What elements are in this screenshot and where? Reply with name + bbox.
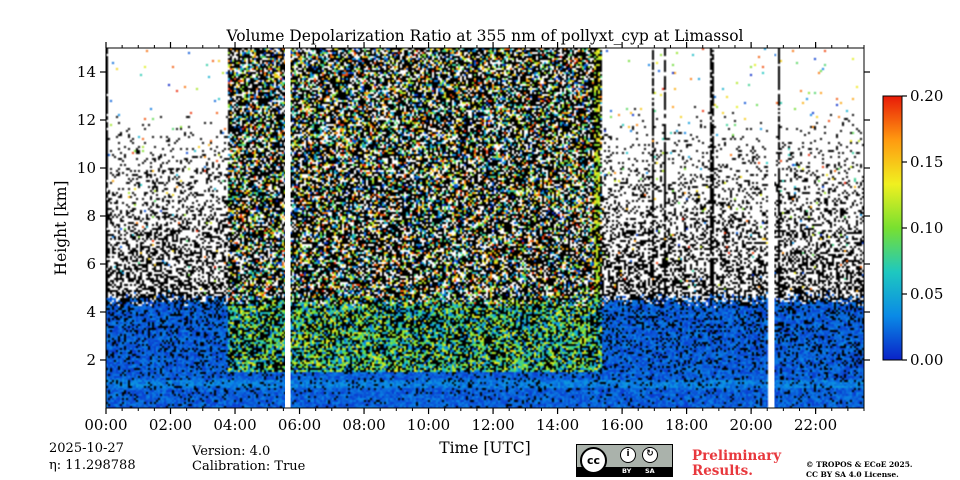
colorbar-tick-label: 0.15 xyxy=(910,153,943,171)
plot-area xyxy=(106,48,864,408)
copyright-line-1: © TROPOS & ECoE 2025. xyxy=(806,460,913,469)
x-tick-label: 12:00 xyxy=(471,416,514,434)
copyright-line-2: CC BY SA 4.0 License. xyxy=(806,470,899,479)
x-tick-label: 02:00 xyxy=(149,416,192,434)
colorbar-gradient xyxy=(882,95,903,361)
x-tick-label: 20:00 xyxy=(729,416,772,434)
colorbar-tick-label: 0.05 xyxy=(910,285,943,303)
y-axis-label: Height [km] xyxy=(52,181,70,276)
x-tick-label: 08:00 xyxy=(342,416,385,434)
x-axis-label: Time [UTC] xyxy=(439,439,530,457)
data-gap-2 xyxy=(768,48,775,408)
colorbar-tick-label: 0.00 xyxy=(910,351,943,369)
y-tick-label: 10 xyxy=(77,159,96,177)
colorbar-tick-label: 0.20 xyxy=(910,87,943,105)
plot-frame xyxy=(105,47,865,409)
x-tick-label: 16:00 xyxy=(600,416,643,434)
x-tick-label: 22:00 xyxy=(794,416,837,434)
y-tick-label: 4 xyxy=(86,303,96,321)
y-tick-label: 2 xyxy=(86,351,96,369)
x-tick-label: 10:00 xyxy=(407,416,450,434)
preliminary-label: Preliminary xyxy=(692,448,782,464)
eta-text: η: 11.298788 xyxy=(49,458,136,473)
x-tick-label: 06:00 xyxy=(278,416,321,434)
by-label: BY xyxy=(622,467,632,475)
y-tick-label: 6 xyxy=(86,255,96,273)
version-text: Version: 4.0 xyxy=(192,444,271,459)
x-tick-label: 00:00 xyxy=(84,416,127,434)
data-gap-1 xyxy=(285,48,291,408)
calibration-text: Calibration: True xyxy=(192,459,306,474)
cc-icon: cc xyxy=(580,447,607,474)
sa-share-alike-icon: ↻ xyxy=(642,447,658,463)
by-person-icon: i xyxy=(620,447,636,463)
colorbar-tick-label: 0.10 xyxy=(910,219,943,237)
date-text: 2025-10-27 xyxy=(49,441,124,456)
colorbar: 0.00 0.05 0.10 0.15 0.20 xyxy=(882,87,943,369)
x-tick-label: 14:00 xyxy=(536,416,579,434)
sa-label: SA xyxy=(645,467,655,475)
y-tick-label: 8 xyxy=(86,207,96,225)
y-tick-label: 14 xyxy=(77,63,96,81)
results-label: Results. xyxy=(692,463,753,479)
depolarization-heatmap xyxy=(106,48,864,408)
cc-license-badge: cc i ↻ BY SA xyxy=(576,444,673,477)
axes: 00:00 02:00 04:00 06:00 08:00 10:00 12:00 14:00… xyxy=(77,42,870,434)
chart-title: Volume Depolarization Ratio at 355 nm of… xyxy=(225,27,743,45)
y-tick-label: 12 xyxy=(77,111,96,129)
x-tick-label: 18:00 xyxy=(665,416,708,434)
x-tick-label: 04:00 xyxy=(213,416,256,434)
